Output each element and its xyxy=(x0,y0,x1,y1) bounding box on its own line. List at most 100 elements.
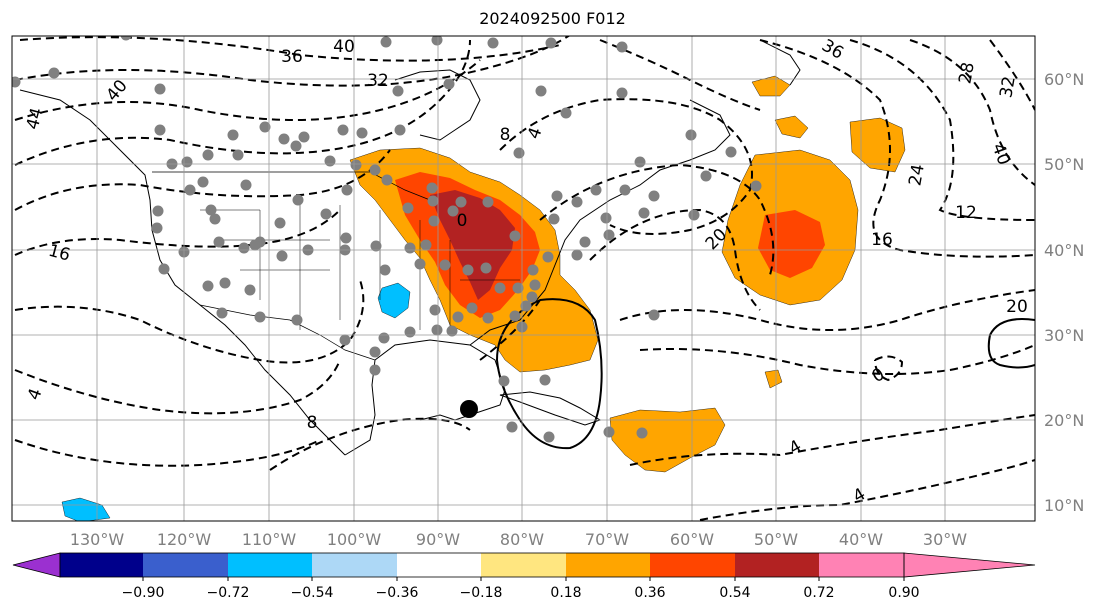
station-dot xyxy=(380,36,392,48)
station-dot xyxy=(543,431,555,443)
station-dot xyxy=(184,184,196,196)
anomaly-region-caribbean xyxy=(609,407,726,473)
station-dot xyxy=(443,78,455,90)
colorbar-segment xyxy=(143,553,228,577)
latitude-tick-label: 20°N xyxy=(1044,411,1084,430)
station-dot xyxy=(685,129,697,141)
station-dot xyxy=(527,264,539,276)
station-dot xyxy=(292,194,304,206)
station-dot xyxy=(452,311,464,323)
latitude-tick-label: 30°N xyxy=(1044,326,1084,345)
storm-circulation-contour xyxy=(495,298,603,450)
contour-label: 4 xyxy=(24,386,46,403)
contour-line xyxy=(759,39,1035,258)
contour-label: 4 xyxy=(850,484,869,507)
longitude-tick-label: 70°W xyxy=(585,530,629,549)
contour-label: 4 xyxy=(524,125,546,142)
station-dot xyxy=(324,155,336,167)
longitude-tick-label: 60°W xyxy=(670,530,714,549)
contour-label: 12 xyxy=(955,203,977,223)
station-dot xyxy=(158,263,170,275)
contour-line xyxy=(589,208,761,311)
station-dot xyxy=(520,300,532,312)
station-dot xyxy=(369,364,381,376)
station-dot xyxy=(482,196,494,208)
station-dot xyxy=(219,277,231,289)
contour-line xyxy=(989,39,1035,111)
station-dot xyxy=(526,291,538,303)
contour-label: 24 xyxy=(905,163,928,188)
colorbar-outline xyxy=(59,552,905,578)
station-dot xyxy=(404,242,416,254)
latitude-tick-label: 60°N xyxy=(1044,70,1084,89)
station-dot xyxy=(428,215,440,227)
contour-label: 0 xyxy=(457,211,468,231)
station-dot xyxy=(579,236,591,248)
contour-line xyxy=(19,36,561,62)
station-dot xyxy=(154,83,166,95)
station-dot xyxy=(414,258,426,270)
station-dot xyxy=(431,324,443,336)
anomaly-region-central-atlantic xyxy=(764,369,783,389)
contour-line xyxy=(14,39,471,166)
contour-line xyxy=(14,279,365,364)
colorbar-extend-max xyxy=(903,552,1036,578)
station-dot xyxy=(498,375,510,387)
contour-line xyxy=(14,209,341,256)
colorbar-tick-label: 0.90 xyxy=(888,585,919,601)
station-dot xyxy=(370,240,382,252)
station-dot xyxy=(392,85,404,97)
contour-line xyxy=(639,344,1035,375)
contour-line xyxy=(539,163,775,276)
station-dot xyxy=(455,196,467,208)
contour-line xyxy=(14,59,481,121)
station-dot xyxy=(446,325,458,337)
station-dot xyxy=(487,37,499,49)
colorbar-tick-label: −0.90 xyxy=(122,585,165,601)
longitude-tick-label: 50°W xyxy=(754,530,798,549)
contour-label: 32 xyxy=(367,71,389,91)
graticule xyxy=(12,36,1035,521)
station-dot xyxy=(462,264,474,276)
contour-line xyxy=(874,355,904,382)
contour-label: 44 xyxy=(23,106,48,132)
longitude-tick-label: 30°W xyxy=(923,530,967,549)
station-dot xyxy=(341,184,353,196)
station-dot xyxy=(494,282,506,294)
anomaly-region-east-pacific-negative xyxy=(61,497,111,521)
colorbar-tick-label: −0.36 xyxy=(376,585,419,601)
station-dot xyxy=(276,250,288,262)
contour-line xyxy=(14,359,341,415)
contour-label: 16 xyxy=(46,241,72,266)
station-dot xyxy=(213,236,225,248)
contour-line xyxy=(499,98,753,235)
station-dot xyxy=(431,36,443,46)
map-frame xyxy=(11,35,1036,522)
anomaly-fill-layer xyxy=(61,75,906,521)
station-dot xyxy=(420,239,432,251)
storm-center-marker xyxy=(460,400,478,418)
station-dot xyxy=(238,242,250,254)
station-dot xyxy=(402,202,414,214)
coastline-greenland-tip xyxy=(759,39,801,86)
station-dot xyxy=(542,251,554,263)
colorbar-tick-label: 0.36 xyxy=(634,585,665,601)
station-dot xyxy=(482,312,494,324)
contour-layer xyxy=(14,36,1035,521)
coastline-west-coast xyxy=(19,89,346,456)
colorbar: −0.90 −0.72 −0.54 −0.36 −0.18 0.18 0.36 0.54 0.7… xyxy=(12,552,1036,601)
contour-line xyxy=(479,299,541,361)
contour-line xyxy=(14,36,571,87)
longitude-tick-label: 100°W xyxy=(327,530,382,549)
station-dot xyxy=(548,213,560,225)
station-dot xyxy=(600,212,612,224)
contour-label: 8 xyxy=(307,413,318,433)
colorbar-segment xyxy=(566,553,650,577)
station-dot xyxy=(381,174,393,186)
contour-label: 40 xyxy=(333,37,355,57)
station-dot xyxy=(539,374,551,386)
zero-contour-east xyxy=(987,318,1035,369)
station-dot xyxy=(700,170,712,182)
station-layer xyxy=(12,36,762,443)
station-dot xyxy=(337,124,349,136)
